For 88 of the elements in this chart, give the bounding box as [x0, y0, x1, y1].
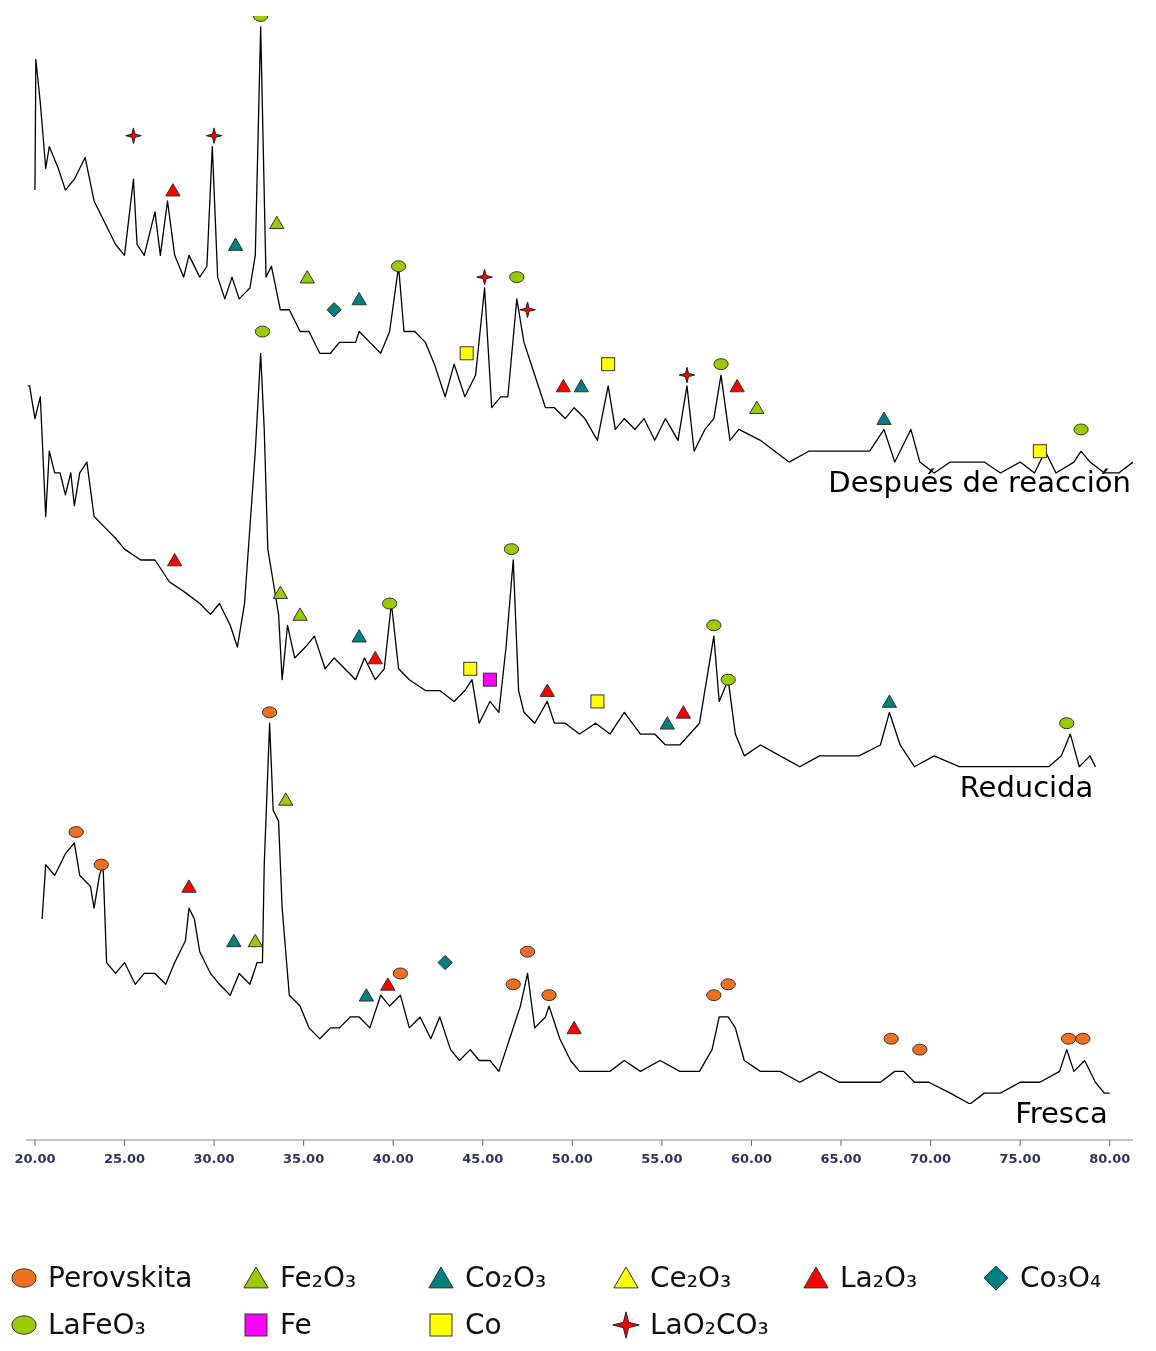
point	[380, 977, 396, 991]
point	[181, 879, 197, 893]
point	[706, 619, 722, 632]
point	[167, 553, 183, 567]
point	[272, 585, 289, 599]
point	[476, 268, 493, 286]
legend-label: Fe	[280, 1308, 312, 1341]
point	[358, 988, 374, 1002]
x-tick-label: 60.00	[730, 1151, 773, 1167]
point	[165, 183, 181, 197]
point	[505, 978, 521, 991]
point	[539, 683, 555, 697]
point	[278, 792, 294, 806]
x-tick-label: 45.00	[462, 1151, 504, 1167]
point	[590, 694, 605, 709]
legend-label: LaFeO₃	[48, 1308, 146, 1341]
point	[1075, 1032, 1091, 1045]
series-label: Reducida	[959, 769, 1094, 804]
point	[876, 411, 892, 425]
x-tick-label: 75.00	[999, 1151, 1041, 1167]
point	[351, 291, 367, 306]
series-label: Fresca	[1015, 1096, 1108, 1131]
point	[519, 301, 536, 319]
point	[1059, 717, 1075, 730]
point	[720, 673, 736, 686]
point	[678, 366, 696, 384]
point	[881, 694, 898, 708]
point	[573, 378, 589, 393]
point	[509, 271, 525, 284]
point	[254, 325, 271, 338]
point	[390, 260, 407, 273]
point	[247, 933, 263, 948]
legend-label: LaO₂CO₃	[650, 1308, 769, 1341]
point	[503, 543, 520, 556]
x-tick-label: 40.00	[372, 1151, 414, 1167]
point	[675, 705, 692, 719]
point	[713, 358, 729, 371]
x-tick-label: 25.00	[103, 1151, 146, 1167]
point	[1060, 1032, 1077, 1045]
point	[459, 346, 474, 361]
point	[720, 978, 736, 991]
point	[351, 629, 367, 643]
point	[1073, 423, 1089, 436]
x-tick-label: 20.00	[14, 1151, 56, 1167]
x-tick-label: 70.00	[910, 1151, 952, 1167]
point	[226, 933, 242, 948]
point	[912, 1043, 928, 1056]
point	[519, 945, 536, 958]
legend-label: Perovskita	[48, 1261, 193, 1294]
point	[68, 826, 84, 838]
point	[93, 858, 109, 871]
legend-label: Ce₂O₃	[650, 1261, 732, 1294]
point	[541, 989, 557, 1002]
legend-label: Fe₂O₃	[280, 1261, 357, 1294]
point	[437, 954, 453, 971]
point	[227, 237, 244, 251]
legend-label: Co₃O₄	[1020, 1261, 1102, 1294]
x-tick-label: 80.00	[1089, 1151, 1131, 1167]
legend-label: La₂O₃	[840, 1261, 918, 1294]
point	[261, 706, 278, 719]
point	[392, 967, 409, 980]
point	[292, 607, 308, 621]
point	[601, 357, 616, 372]
point	[482, 672, 497, 687]
point	[729, 378, 745, 393]
x-tick-label: 50.00	[551, 1151, 593, 1167]
point	[463, 661, 478, 676]
point	[381, 597, 398, 610]
point	[566, 1020, 582, 1035]
point	[326, 302, 342, 318]
point	[555, 378, 572, 393]
point	[706, 989, 722, 1002]
point	[659, 716, 675, 730]
point	[749, 400, 765, 415]
point	[1032, 444, 1047, 459]
point	[883, 1032, 899, 1045]
point	[205, 127, 223, 144]
x-tick-label: 30.00	[193, 1151, 235, 1167]
legend-label: Co	[465, 1308, 502, 1341]
x-tick-label: 55.00	[641, 1151, 683, 1167]
point	[299, 270, 315, 284]
point	[269, 215, 285, 230]
x-tick-label: 35.00	[283, 1151, 325, 1167]
point	[125, 127, 142, 144]
x-tick-label: 65.00	[820, 1151, 862, 1167]
series-label: Después de reacción	[828, 465, 1131, 500]
legend-label: Co₂O₃	[465, 1261, 547, 1294]
point	[367, 650, 383, 665]
